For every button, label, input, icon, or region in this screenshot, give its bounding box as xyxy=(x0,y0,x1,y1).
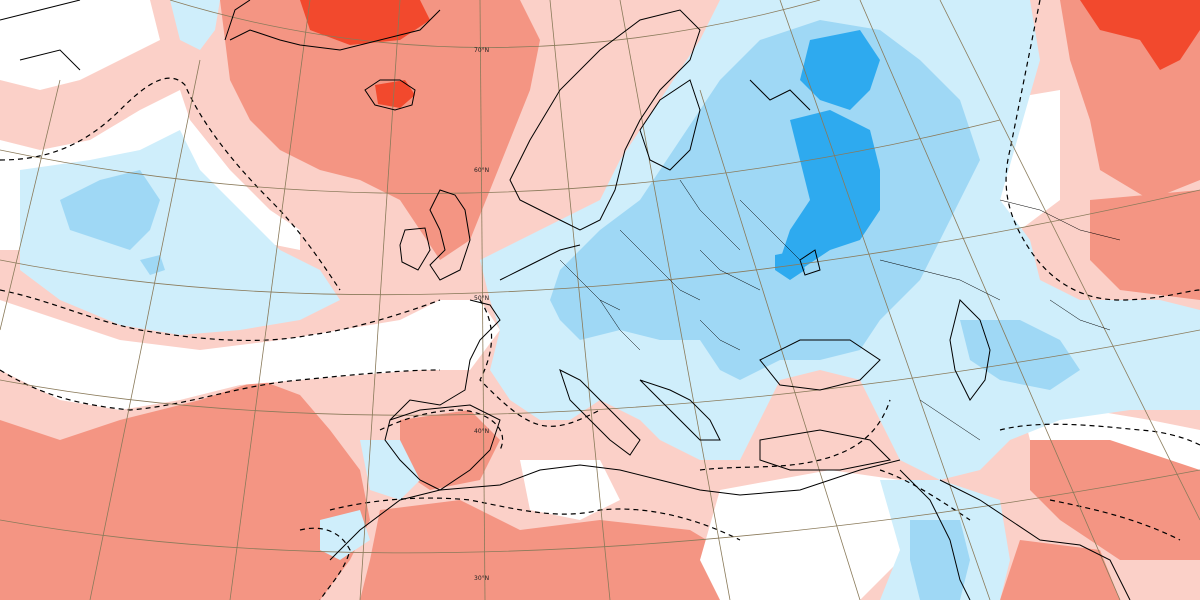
coast-anatolia xyxy=(759,429,892,471)
border-east-2 xyxy=(1049,299,1111,331)
coast-caspian xyxy=(949,299,991,401)
moderate-warm-iberia xyxy=(400,410,500,490)
contour-atlantic-band-lower xyxy=(0,369,441,411)
lat-label-30n: 30°N xyxy=(474,575,489,582)
moderate-warm-arabia xyxy=(1000,540,1120,600)
coast-white-sea xyxy=(749,79,811,111)
coast-iceland xyxy=(364,79,416,111)
parallel-30n xyxy=(0,469,1200,554)
border-europe-5 xyxy=(679,179,741,251)
strong-cold-russia-north xyxy=(800,30,880,110)
contour-red-sea xyxy=(879,469,971,521)
border-europe-6 xyxy=(699,319,741,351)
contour-morocco xyxy=(299,527,351,600)
moderate-cold-egypt xyxy=(910,520,970,600)
lat-label-50n: 50°N xyxy=(474,295,489,302)
moderate-warm-atlantic-south xyxy=(0,380,370,600)
coast-north-africa xyxy=(329,459,901,561)
strong-warm-iceland xyxy=(375,80,415,108)
meridian-60e xyxy=(939,0,1200,521)
meridian-50e xyxy=(859,0,1121,600)
contour-atlantic-south xyxy=(0,289,441,342)
lat-label-70n: 70°N xyxy=(474,47,489,54)
coast-greenland xyxy=(224,0,441,51)
contour-asia-coast xyxy=(1005,0,1200,301)
border-europe-2 xyxy=(619,229,701,301)
meridian-40w xyxy=(0,79,61,331)
meridian-40e xyxy=(779,0,991,600)
moderate-cold-europe xyxy=(550,20,980,380)
weak-cold-arctic xyxy=(170,0,220,50)
parallel-70n xyxy=(169,0,821,48)
coast-balkans xyxy=(639,379,721,441)
moderate-cold-layer xyxy=(60,20,1080,600)
contour-middle-east xyxy=(699,399,891,471)
moderate-cold-caspian xyxy=(960,320,1080,390)
neutral-middle-east xyxy=(700,470,920,600)
meridian-10w xyxy=(359,0,401,600)
contour-iberia xyxy=(379,409,504,451)
coast-arabia xyxy=(939,479,1131,600)
contour-north-africa xyxy=(329,497,741,541)
meridian-20w xyxy=(229,0,311,600)
meridian-0 xyxy=(479,0,486,600)
meridian-30w xyxy=(89,59,201,600)
parallel-50n xyxy=(0,189,1200,296)
coast-arctic-islands xyxy=(0,0,81,71)
contour-atlantic-north xyxy=(0,77,341,291)
strong-cold-russia-central xyxy=(780,110,880,270)
border-europe-1 xyxy=(559,259,621,311)
coast-azov xyxy=(799,249,821,276)
neutral-arctic-west xyxy=(0,0,160,90)
lat-label-60n: 60°N xyxy=(474,167,489,174)
coast-finland xyxy=(639,79,701,171)
coast-red-sea xyxy=(899,469,971,600)
parallel-40n xyxy=(0,329,1200,416)
coast-italy xyxy=(559,369,641,456)
neutral-atlantic-band xyxy=(0,300,500,410)
border-europe-4 xyxy=(699,249,761,291)
coast-british-isles xyxy=(429,189,471,281)
border-russia-1 xyxy=(739,199,801,261)
coast-scandinavia xyxy=(509,9,701,231)
moderate-cold-atlantic-small xyxy=(140,255,165,275)
moderate-cold-atlantic xyxy=(60,170,160,250)
neutral-north-africa xyxy=(520,460,620,520)
contour-asia-south xyxy=(999,423,1200,446)
coast-black-sea xyxy=(759,339,881,391)
strong-cold-layer xyxy=(775,30,880,280)
border-europe-3 xyxy=(599,299,641,351)
border-middle-east xyxy=(919,399,981,441)
parallel-60n xyxy=(0,119,1001,194)
contour-europe-west xyxy=(479,299,601,427)
meridian-30e xyxy=(699,89,861,600)
coastlines xyxy=(0,0,1131,600)
weak-cold-morocco xyxy=(320,510,370,560)
strong-warm-siberia xyxy=(1080,0,1200,70)
border-east-1 xyxy=(999,199,1121,241)
weak-cold-gibraltar xyxy=(360,440,420,500)
lat-label-40n: 40°N xyxy=(474,428,489,435)
meridian-10e xyxy=(549,0,611,600)
political-borders xyxy=(559,179,1121,441)
contour-east-south xyxy=(1049,499,1181,541)
border-kazakh xyxy=(879,259,1001,301)
moderate-warm-north-africa xyxy=(360,500,740,600)
coast-ireland xyxy=(399,227,431,271)
moderate-warm-iceland-greenland xyxy=(220,0,540,260)
coast-continental-west xyxy=(389,244,581,421)
meridian-20e xyxy=(619,0,731,600)
moderate-warm-asia-middle xyxy=(1090,190,1200,300)
coast-iberia xyxy=(384,404,501,491)
